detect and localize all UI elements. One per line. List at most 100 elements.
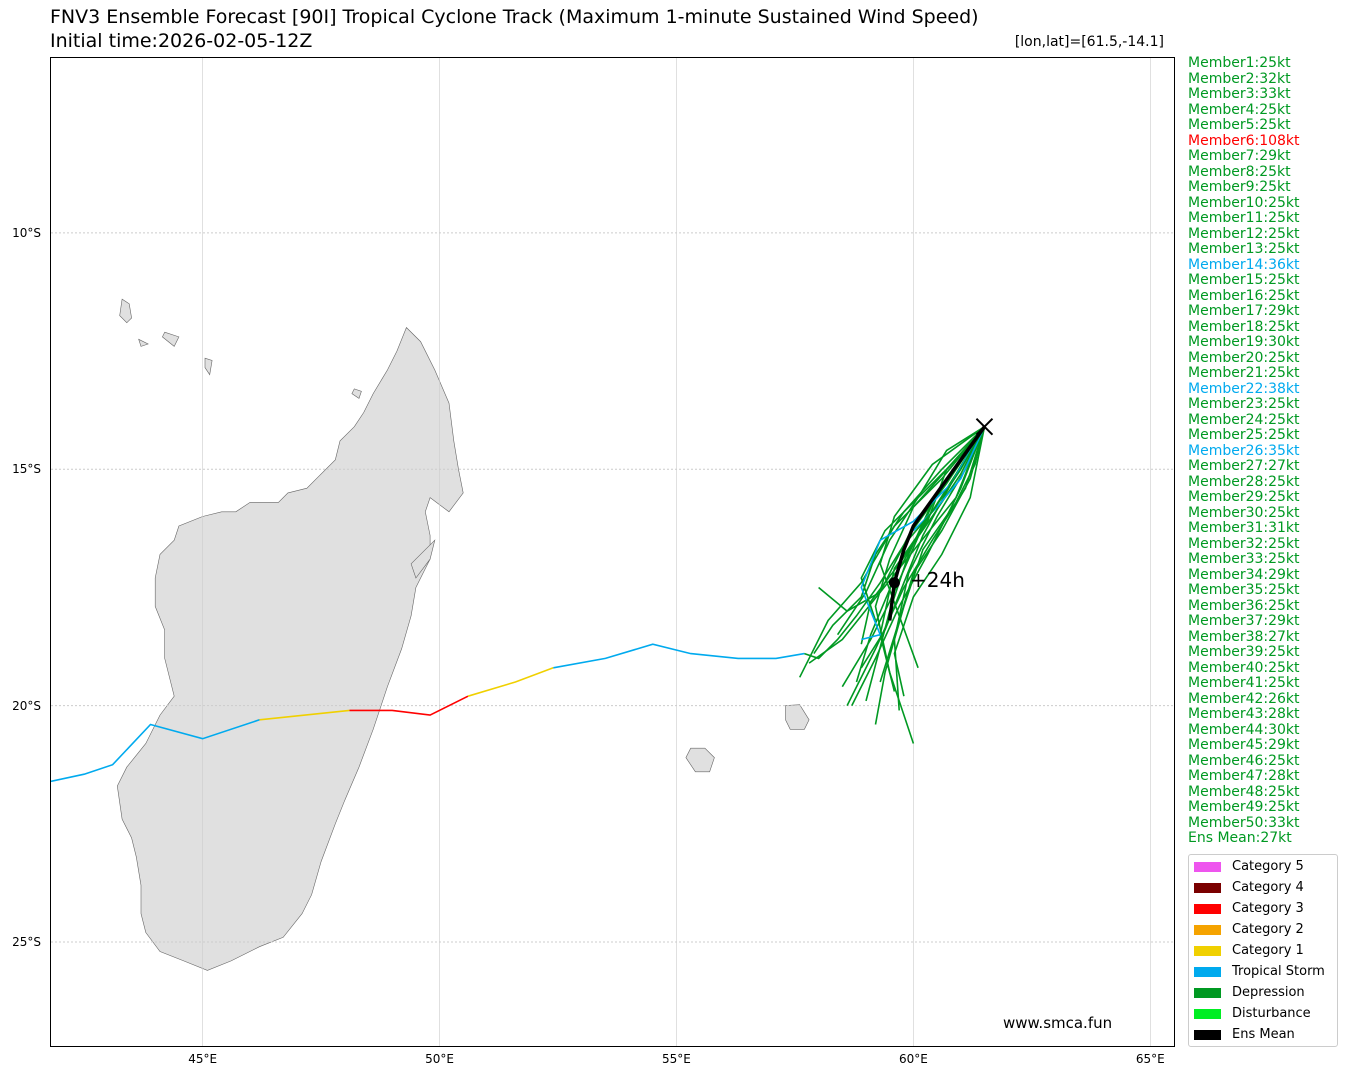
island-landmass bbox=[351, 388, 362, 399]
member-intensity-label: Member45:29kt bbox=[1188, 737, 1300, 753]
member-intensity-label: Member9:25kt bbox=[1188, 179, 1291, 195]
legend-swatch bbox=[1194, 1009, 1221, 1019]
legend-swatch bbox=[1194, 967, 1221, 977]
member-intensity-label: Member24:25kt bbox=[1188, 411, 1300, 428]
member-intensity-label: Member8:25kt bbox=[1188, 163, 1291, 180]
lat-tick-label: 20°S bbox=[12, 698, 41, 713]
member-intensity-label: Member4:25kt bbox=[1188, 101, 1291, 118]
member6-track-segment bbox=[259, 709, 350, 721]
member-intensity-label: Member36:25kt bbox=[1188, 597, 1300, 614]
legend-label: Category 5 bbox=[1232, 859, 1304, 874]
member-intensity-label: Member40:25kt bbox=[1188, 659, 1300, 676]
member-intensity-label: Member43:28kt bbox=[1188, 706, 1300, 722]
legend-label: Ens Mean bbox=[1232, 1027, 1295, 1042]
member-intensity-label: Member14:36kt bbox=[1188, 256, 1300, 273]
member-track bbox=[846, 426, 986, 706]
island-landmass bbox=[685, 747, 715, 773]
lat-tick-label: 10°S bbox=[12, 225, 41, 240]
lon-tick-label: 55°E bbox=[662, 1052, 691, 1066]
member-list: Member1:25kt Member2:32kt Member3:33kt Memb… bbox=[1188, 55, 1300, 847]
island-landmass bbox=[162, 331, 180, 347]
member-intensity-label: Member15:25kt bbox=[1188, 272, 1300, 288]
lat-tick-label: 25°S bbox=[12, 935, 41, 949]
map-canvas bbox=[51, 58, 1174, 1046]
member-intensity-label: Member17:29kt bbox=[1188, 303, 1300, 319]
member-intensity-label: Member10:25kt bbox=[1188, 194, 1300, 211]
lon-tick-label: 65°E bbox=[1135, 1052, 1165, 1066]
member-intensity-label: Member13:25kt bbox=[1188, 241, 1300, 257]
madagascar-landmass bbox=[116, 326, 464, 971]
member-intensity-label: Member50:33kt bbox=[1188, 814, 1300, 831]
island-landmass bbox=[785, 704, 810, 730]
initial-time: Initial time:2026-02-05-12Z bbox=[50, 30, 313, 52]
member-intensity-label: Member34:29kt bbox=[1188, 566, 1300, 583]
member-intensity-label: Member25:25kt bbox=[1188, 427, 1300, 443]
member-track bbox=[836, 426, 985, 636]
legend-label: Category 4 bbox=[1232, 880, 1304, 895]
member-intensity-label: Member47:28kt bbox=[1188, 768, 1300, 784]
legend-swatch bbox=[1194, 883, 1221, 893]
member-intensity-label: Member29:25kt bbox=[1188, 489, 1300, 505]
member-intensity-label: Member22:38kt bbox=[1188, 380, 1300, 397]
legend: Category 5 Category 4 Category 3 Category 2… bbox=[1188, 854, 1338, 1047]
legend-label: Tropical Storm bbox=[1232, 964, 1325, 979]
member-intensity-label: Member32:25kt bbox=[1188, 535, 1300, 552]
member6-track-segment bbox=[553, 643, 805, 669]
member-intensity-label: Member26:35kt bbox=[1188, 442, 1300, 459]
member-track bbox=[808, 426, 986, 664]
member-intensity-label: Member3:33kt bbox=[1188, 86, 1291, 102]
island-landmass bbox=[119, 298, 132, 324]
member-intensity-label: Member19:30kt bbox=[1188, 334, 1300, 350]
genesis-marker bbox=[975, 418, 994, 436]
watermark: www.smca.fun bbox=[1003, 1014, 1113, 1032]
member-intensity-label: Member20:25kt bbox=[1188, 349, 1300, 366]
lon-tick-label: 50°E bbox=[425, 1052, 454, 1066]
legend-label: Category 1 bbox=[1232, 943, 1304, 958]
member-intensity-label: Member7:29kt bbox=[1188, 148, 1291, 164]
member-intensity-label: Member48:25kt bbox=[1188, 783, 1300, 800]
member-intensity-label: Member31:31kt bbox=[1188, 520, 1300, 536]
member-intensity-label: Member5:25kt bbox=[1188, 117, 1291, 133]
lat-tick-label: 15°S bbox=[12, 462, 41, 477]
island-landmass bbox=[138, 338, 149, 347]
lon-tick-label: 60°E bbox=[898, 1052, 928, 1066]
member-track bbox=[798, 426, 986, 678]
map-panel bbox=[50, 57, 1175, 1047]
member-intensity-label: Member42:26kt bbox=[1188, 690, 1300, 707]
member-intensity-label: Ens Mean:27kt bbox=[1188, 830, 1292, 846]
member-intensity-label: Member28:25kt bbox=[1188, 473, 1300, 490]
legend-swatch bbox=[1194, 1030, 1221, 1040]
member-track bbox=[879, 426, 986, 692]
member-track bbox=[813, 426, 986, 655]
legend-label: Disturbance bbox=[1232, 1006, 1311, 1021]
member-intensity-label: Member38:27kt bbox=[1188, 628, 1300, 645]
member-intensity-label: Member1:25kt bbox=[1188, 55, 1291, 71]
member-track bbox=[874, 426, 986, 725]
legend-label: Category 2 bbox=[1232, 922, 1304, 937]
member-intensity-label: Member12:25kt bbox=[1188, 225, 1300, 242]
lead-time-label: +24h bbox=[910, 568, 965, 592]
legend-label: Depression bbox=[1232, 985, 1305, 1000]
member-intensity-label: Member49:25kt bbox=[1188, 799, 1300, 815]
member-track bbox=[893, 426, 986, 697]
member-intensity-label: Member2:32kt bbox=[1188, 70, 1291, 87]
legend-swatch bbox=[1194, 925, 1221, 935]
member-intensity-label: Member27:27kt bbox=[1188, 458, 1300, 474]
member-intensity-label: Member35:25kt bbox=[1188, 582, 1300, 598]
member6-track-segment bbox=[349, 695, 469, 716]
ens-mean-24h-marker bbox=[888, 577, 900, 589]
lon-tick-label: 45°E bbox=[188, 1052, 218, 1066]
legend-swatch bbox=[1194, 904, 1221, 914]
legend-swatch bbox=[1194, 862, 1221, 872]
member-intensity-label: Member11:25kt bbox=[1188, 210, 1300, 226]
member-intensity-label: Member33:25kt bbox=[1188, 551, 1300, 567]
member-intensity-label: Member44:30kt bbox=[1188, 721, 1300, 738]
legend-swatch bbox=[1194, 946, 1221, 956]
member-intensity-label: Member30:25kt bbox=[1188, 504, 1300, 521]
member6-track-segment bbox=[804, 426, 986, 660]
island-landmass bbox=[204, 357, 213, 376]
member6-track-segment bbox=[51, 719, 260, 783]
member-intensity-label: Member18:25kt bbox=[1188, 318, 1300, 335]
member-intensity-label: Member23:25kt bbox=[1188, 396, 1300, 412]
member-intensity-label: Member21:25kt bbox=[1188, 365, 1300, 381]
